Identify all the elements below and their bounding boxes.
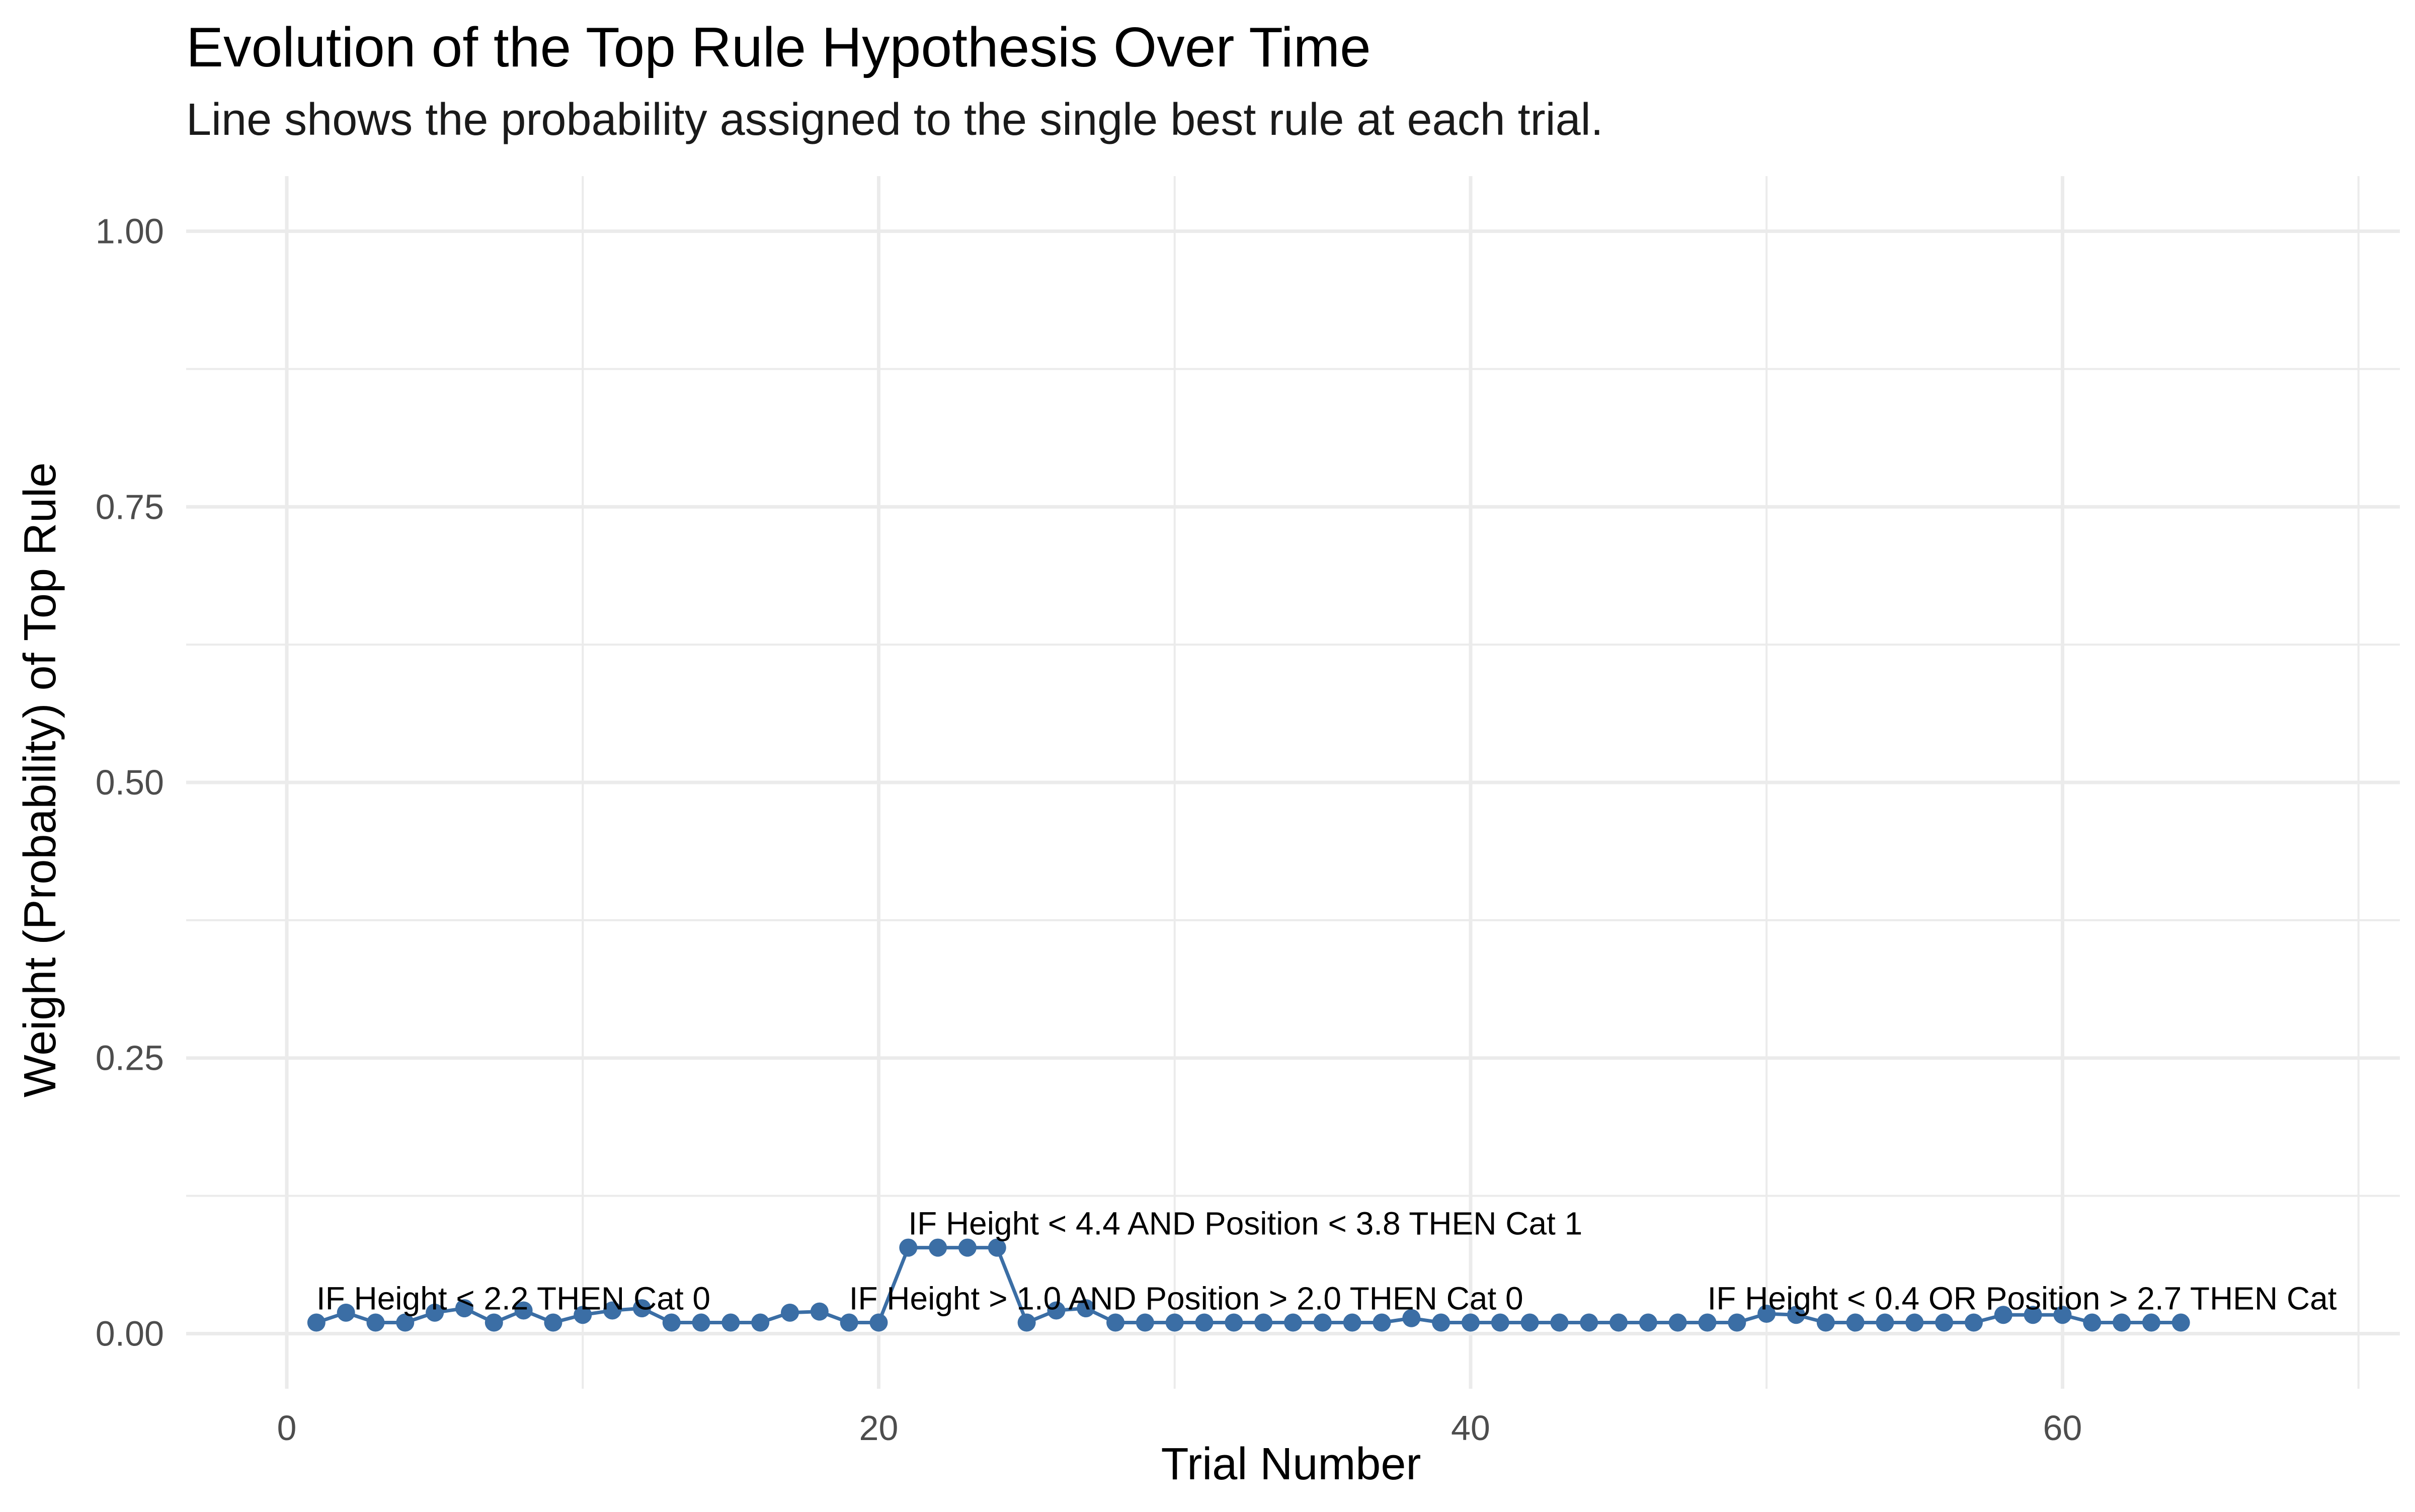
- chart-subtitle: Line shows the probability assigned to t…: [186, 95, 1603, 145]
- annotation-label: IF Height > 1.0 AND Position > 2.0 THEN …: [849, 1281, 1523, 1317]
- data-point: [514, 1301, 533, 1320]
- data-point: [1254, 1313, 1273, 1332]
- data-points: [307, 1238, 2190, 1332]
- annotations: IF Height < 2.2 THEN Cat 0 IF Height < 4.…: [316, 1206, 2337, 1317]
- data-point: [455, 1299, 473, 1318]
- data-point: [337, 1303, 355, 1322]
- chart-title: Evolution of the Top Rule Hypothesis Ove…: [186, 16, 1371, 78]
- data-point: [1195, 1313, 1214, 1332]
- data-point: [1225, 1313, 1243, 1332]
- x-tick-label: 0: [277, 1408, 297, 1448]
- data-point: [1698, 1313, 1717, 1332]
- data-point: [1580, 1313, 1598, 1332]
- data-point: [396, 1313, 415, 1332]
- data-point: [366, 1313, 385, 1332]
- data-point: [2171, 1313, 2190, 1332]
- data-point: [751, 1313, 770, 1332]
- y-tick-label: 1.00: [96, 212, 164, 251]
- y-tick-label: 0.00: [96, 1314, 164, 1353]
- data-point: [2113, 1313, 2131, 1332]
- data-point: [1017, 1313, 1036, 1332]
- data-point: [307, 1313, 326, 1332]
- data-point: [1905, 1313, 1924, 1332]
- series-line-path: [315, 1246, 2181, 1324]
- data-point: [721, 1313, 740, 1332]
- x-tick-label: 40: [1451, 1408, 1490, 1448]
- x-axis-tick-labels: 0 20 40 60: [277, 1408, 2082, 1448]
- data-point: [632, 1299, 651, 1318]
- data-point: [1550, 1313, 1569, 1332]
- annotation-label: IF Height < 4.4 AND Position < 3.8 THEN …: [908, 1206, 1582, 1242]
- data-point: [781, 1303, 799, 1322]
- data-point: [1668, 1313, 1687, 1332]
- data-point: [1077, 1299, 1095, 1318]
- data-point: [603, 1301, 622, 1320]
- data-point: [929, 1238, 947, 1257]
- series-line: [315, 1246, 2181, 1324]
- data-point: [1284, 1313, 1302, 1332]
- data-point: [1047, 1301, 1066, 1320]
- annotation-label: IF Height < 0.4 OR Position > 2.7 THEN C…: [1708, 1281, 2337, 1317]
- x-axis-title: Trial Number: [1161, 1439, 1421, 1489]
- data-point: [1520, 1313, 1539, 1332]
- data-point: [840, 1313, 858, 1332]
- data-point: [544, 1313, 562, 1332]
- y-tick-label: 0.50: [96, 763, 164, 802]
- data-point: [1816, 1313, 1835, 1332]
- x-tick-label: 20: [859, 1408, 899, 1448]
- data-point: [1964, 1313, 1983, 1332]
- data-point: [485, 1313, 503, 1332]
- data-point: [574, 1306, 592, 1324]
- data-point: [692, 1313, 710, 1332]
- annotation-label: IF Height < 2.2 THEN Cat 0: [316, 1281, 710, 1317]
- data-point: [1935, 1313, 1954, 1332]
- data-point: [1639, 1313, 1657, 1332]
- data-point: [988, 1238, 1006, 1257]
- data-point: [1136, 1313, 1154, 1332]
- data-point: [1876, 1313, 1894, 1332]
- data-point: [1343, 1313, 1361, 1332]
- data-point: [1461, 1313, 1480, 1332]
- y-tick-label: 0.75: [96, 487, 164, 526]
- data-point: [1787, 1306, 1805, 1324]
- data-point: [1313, 1313, 1332, 1332]
- data-point: [2053, 1306, 2072, 1324]
- data-point: [1757, 1305, 1776, 1323]
- data-point: [1106, 1313, 1125, 1332]
- data-point: [2142, 1313, 2160, 1332]
- data-point: [1491, 1313, 1509, 1332]
- data-point: [1728, 1313, 1746, 1332]
- data-point: [1846, 1313, 1865, 1332]
- data-point: [810, 1302, 829, 1321]
- y-axis-title: Weight (Probability) of Top Rule: [15, 462, 65, 1097]
- data-point: [426, 1303, 444, 1322]
- data-point: [1432, 1313, 1451, 1332]
- y-tick-label: 0.25: [96, 1039, 164, 1078]
- data-point: [869, 1313, 888, 1332]
- x-tick-label: 60: [2043, 1408, 2082, 1448]
- data-point: [1402, 1309, 1421, 1327]
- data-point: [1609, 1313, 1628, 1332]
- data-point: [1165, 1313, 1184, 1332]
- y-axis-tick-labels: 0.00 0.25 0.50 0.75 1.00: [96, 212, 164, 1354]
- data-point: [958, 1238, 977, 1257]
- data-point: [2083, 1313, 2102, 1332]
- grid-lines: [186, 176, 2400, 1389]
- data-point: [899, 1238, 918, 1257]
- data-point: [1373, 1313, 1391, 1332]
- data-point: [662, 1313, 681, 1332]
- data-point: [1994, 1306, 2013, 1324]
- data-point: [2024, 1306, 2042, 1324]
